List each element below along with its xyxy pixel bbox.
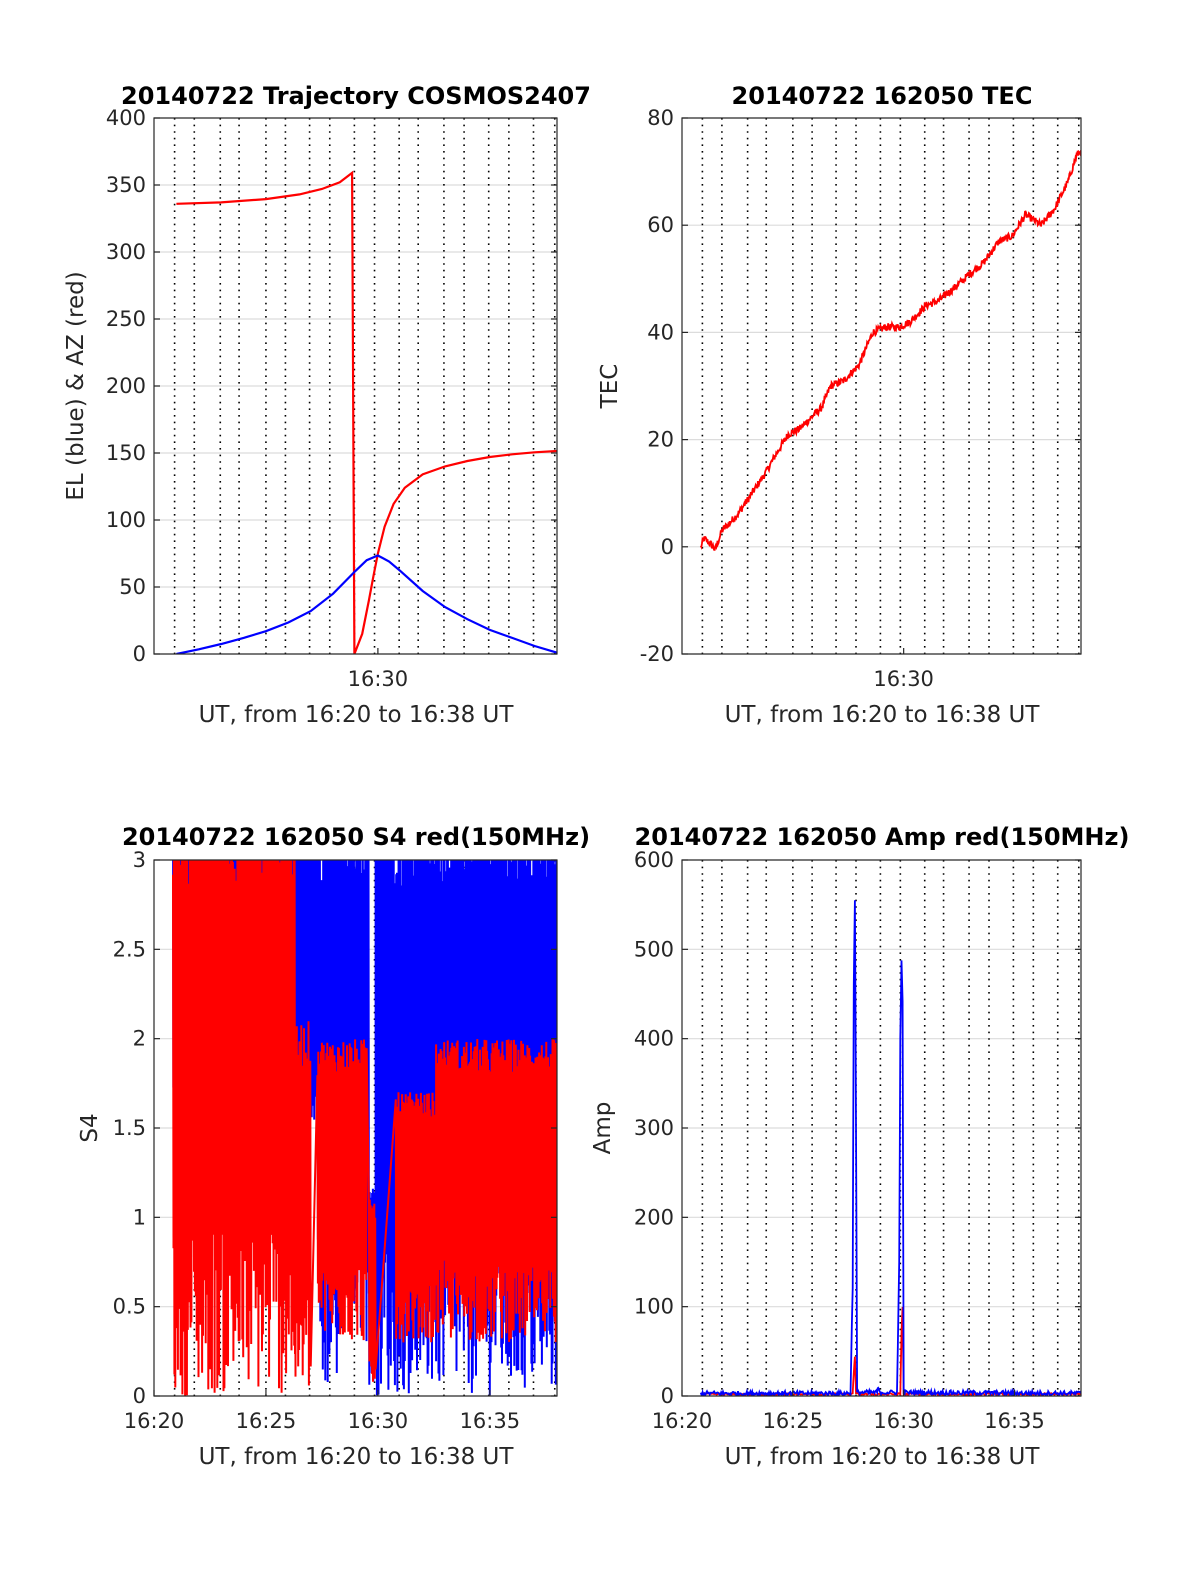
panel-amp: 20140722 162050 Amp red(150MHz) UT, from… [590, 823, 1129, 1470]
x-axis-label: UT, from 16:20 to 16:38 UT [199, 1444, 515, 1470]
chart-tec: -20 0 20 40 60 80 16:30 [640, 106, 1082, 691]
x-tick-label: 16:35 [460, 1409, 521, 1433]
chart-s4: 0 0.5 1 1.5 2 2.5 3 16:20 16:25 16:30 16:35 [113, 848, 558, 1433]
y-tick-label: 300 [634, 1116, 674, 1140]
y-tick-label: 3 [133, 848, 146, 872]
x-tick-label: 16:30 [348, 667, 409, 691]
panel-traj: 20140722 Trajectory COSMOS2407 UT, from … [63, 82, 591, 728]
y-axis-label: Amp [590, 1102, 616, 1155]
y-tick-label: 60 [647, 213, 674, 237]
y-tick-label: 0 [661, 535, 674, 559]
x-axis-label: UT, from 16:20 to 16:38 UT [725, 702, 1041, 728]
series-group [699, 900, 1081, 1396]
x-tick-label: 16:30 [873, 1409, 934, 1433]
x-tick-label: 16:30 [873, 667, 934, 691]
y-tick-label: 20 [647, 428, 674, 452]
x-tick-label: 16:30 [348, 1409, 409, 1433]
y-axis-label: S4 [77, 1113, 103, 1142]
series-line-0 [176, 170, 557, 654]
y-tick-label: 600 [634, 848, 674, 872]
panel-title: 20140722 162050 TEC [732, 82, 1033, 110]
y-tick-label: 2.5 [113, 937, 146, 961]
panel-title: 20140722 Trajectory COSMOS2407 [121, 82, 591, 110]
series-line-0 [699, 149, 1081, 551]
y-tick-label: 0.5 [113, 1295, 146, 1319]
chart-amp: 0 100 200 300 400 500 600 16:20 16:25 16:30 16:35 [634, 848, 1082, 1433]
y-tick-label: 100 [106, 508, 146, 532]
y-tick-label: 300 [106, 240, 146, 264]
x-tick-label: 16:35 [984, 1409, 1045, 1433]
y-axis-label: EL (blue) & AZ (red) [63, 271, 89, 500]
series-line-1 [699, 900, 1081, 1396]
y-tick-label: 0 [661, 1384, 674, 1408]
x-tick-label: 16:20 [652, 1409, 713, 1433]
y-tick-label: 400 [634, 1027, 674, 1051]
y-tick-label: 150 [106, 441, 146, 465]
y-tick-label: 200 [634, 1205, 674, 1229]
y-axis-label: TEC [597, 364, 623, 410]
x-tick-label: 16:25 [236, 1409, 297, 1433]
series-group [172, 860, 557, 1396]
y-tick-label: 500 [634, 937, 674, 961]
y-tick-label: 1.5 [113, 1116, 146, 1140]
x-tick-label: 16:25 [763, 1409, 824, 1433]
y-tick-label: 350 [106, 173, 146, 197]
x-axis-label: UT, from 16:20 to 16:38 UT [199, 702, 515, 728]
panel-tec: 20140722 162050 TEC UT, from 16:20 to 16… [597, 82, 1040, 728]
x-axis-label: UT, from 16:20 to 16:38 UT [725, 1444, 1041, 1470]
series-group [699, 149, 1081, 551]
y-tick-label: 0 [133, 642, 146, 666]
series-line-1 [176, 554, 557, 654]
y-tick-label: 40 [647, 320, 674, 344]
panel-title: 20140722 162050 Amp red(150MHz) [635, 823, 1130, 851]
y-tick-label: 50 [119, 575, 146, 599]
y-tick-label: -20 [640, 642, 674, 666]
y-tick-label: 0 [133, 1384, 146, 1408]
series-trace-1 [172, 860, 557, 1396]
y-tick-label: 2 [133, 1027, 146, 1051]
y-tick-label: 100 [634, 1295, 674, 1319]
x-tick-label: 16:20 [124, 1409, 185, 1433]
y-tick-label: 80 [647, 106, 674, 130]
y-tick-label: 400 [106, 106, 146, 130]
panel-title: 20140722 162050 S4 red(150MHz) [122, 823, 590, 851]
chart-traj: 0 50 100 150 200 250 300 350 400 16:30 [106, 106, 558, 691]
panel-s4: 20140722 162050 S4 red(150MHz) UT, from … [77, 823, 590, 1470]
series-group [176, 170, 557, 654]
y-tick-label: 250 [106, 307, 146, 331]
y-tick-label: 200 [106, 374, 146, 398]
y-tick-label: 1 [133, 1205, 146, 1229]
axes-frame [681, 117, 1082, 655]
